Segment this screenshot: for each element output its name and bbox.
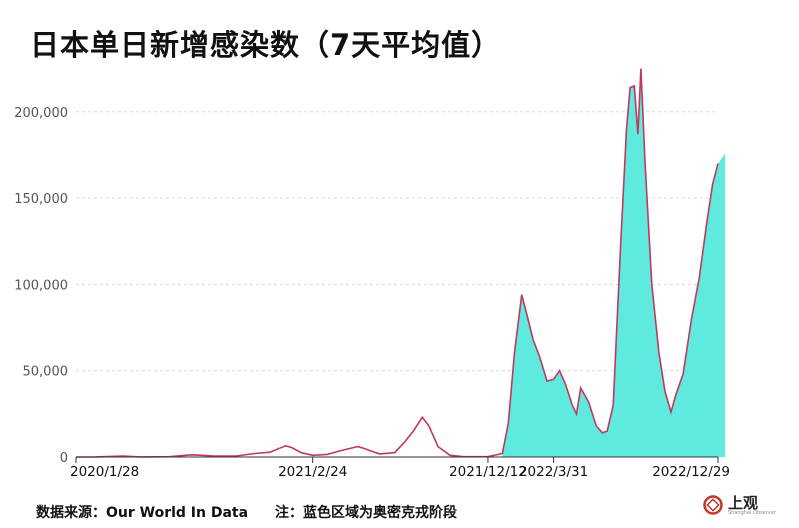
logo-text: 上观 [728, 494, 759, 512]
x-tick-label: 2021/2/24 [278, 464, 347, 480]
brand-logo: 上观 Shanghai Observer [703, 492, 776, 522]
y-tick-label: 200,000 [14, 106, 68, 121]
y-axis: 0 50,000 100,000 150,000 200,000 [14, 106, 68, 466]
x-tick-label: 2021/12/12 [449, 464, 527, 480]
y-tick-label: 150,000 [14, 192, 68, 207]
omicron-area [502, 68, 725, 457]
x-tick-label: 2022/3/31 [519, 464, 588, 480]
cases-line [75, 68, 719, 458]
x-tick-label: 2020/1/28 [70, 464, 139, 480]
source-note: 数据来源：Our World In Data [36, 505, 249, 521]
logo-subtitle: Shanghai Observer [728, 510, 776, 516]
gridlines [76, 111, 718, 372]
x-tick-label: 2022/12/29 [652, 464, 730, 480]
chart-title: 日本单日新增感染数（7天平均值） [30, 28, 502, 62]
logo-icon [703, 495, 723, 515]
y-tick-label: 50,000 [23, 365, 69, 380]
omicron-note: 注：蓝色区域为奥密克戎阶段 [275, 505, 457, 521]
y-tick-label: 100,000 [14, 278, 68, 293]
y-tick-label: 0 [60, 451, 68, 466]
